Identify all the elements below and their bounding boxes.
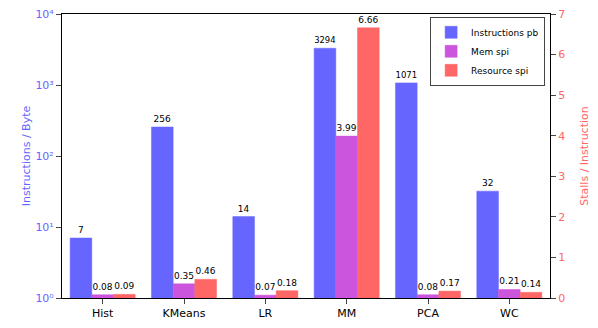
svg-text:0.35: 0.35 [174,271,194,281]
svg-text:14: 14 [238,204,250,214]
svg-text:Mem spi: Mem spi [471,47,509,57]
svg-text:10⁴: 10⁴ [35,8,54,21]
svg-text:1: 1 [558,251,565,264]
svg-text:3.99: 3.99 [337,123,357,133]
svg-text:10⁰: 10⁰ [35,292,54,305]
svg-text:Instructions / Byte: Instructions / Byte [20,106,33,207]
svg-text:MM: MM [337,307,356,320]
svg-text:5: 5 [558,89,565,102]
svg-text:10²: 10² [35,150,53,163]
svg-text:10³: 10³ [35,79,53,92]
svg-text:Stalls / Instruction: Stalls / Instruction [578,106,591,205]
svg-text:Instructions pb: Instructions pb [471,28,538,38]
svg-text:3: 3 [558,170,565,183]
svg-text:0.08: 0.08 [93,282,113,292]
svg-text:0.09: 0.09 [114,281,134,291]
svg-text:6: 6 [558,48,565,61]
svg-text:KMeans: KMeans [163,307,206,320]
svg-text:7: 7 [78,225,84,235]
svg-text:0.21: 0.21 [499,276,519,286]
svg-text:0.46: 0.46 [196,266,216,276]
svg-text:3294: 3294 [314,35,335,45]
svg-text:2: 2 [558,211,565,224]
svg-text:WC: WC [500,307,519,320]
svg-text:32: 32 [482,178,493,188]
svg-text:0.14: 0.14 [521,279,541,289]
svg-text:0.17: 0.17 [440,278,460,288]
svg-text:4: 4 [558,130,565,143]
svg-text:0.07: 0.07 [255,282,275,292]
svg-text:10¹: 10¹ [35,221,53,234]
svg-text:0.18: 0.18 [277,278,297,288]
svg-text:PCA: PCA [417,307,439,320]
svg-text:7: 7 [558,8,565,21]
svg-text:1071: 1071 [395,70,417,80]
svg-text:Resource spi: Resource spi [471,66,528,76]
svg-text:256: 256 [154,114,171,124]
svg-text:LR: LR [258,307,272,320]
svg-text:Hist: Hist [92,307,114,320]
svg-text:6.66: 6.66 [358,15,378,25]
svg-text:0: 0 [558,292,565,305]
svg-text:0.08: 0.08 [418,282,438,292]
